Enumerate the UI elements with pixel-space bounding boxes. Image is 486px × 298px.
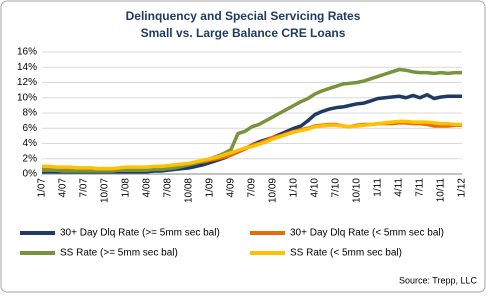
source-note: Source: Trepp, LLC [399,275,478,285]
legend-label: 30+ Day Dlq Rate (< 5mm sec bal) [290,228,444,239]
y-tick-label: 0% [23,169,38,180]
y-tick-label: 8% [23,108,38,119]
y-tick-label: 10% [17,92,37,103]
series-line [42,67,462,173]
chart-subtitle: Small vs. Large Balance CRE Loans [141,26,346,40]
x-tick-label: 1/11 [373,178,384,197]
x-tick-label: 1/09 [205,178,216,198]
x-tick-label: 7/07 [79,178,90,198]
x-tick-label: 1/12 [457,178,468,198]
chart-title: Delinquency and Special Servicing Rates [126,9,361,23]
x-tick-label: 4/11 [394,178,405,197]
x-tick-label: 7/11 [415,178,426,197]
y-tick-label: 16% [17,47,37,58]
x-tick-label: 4/09 [226,178,237,198]
x-tick-label: 1/08 [121,178,132,198]
x-tick-label: 4/07 [58,178,69,198]
x-tick-label: 1/07 [37,178,48,198]
x-tick-label: 1/10 [289,178,300,198]
y-tick-label: 12% [17,77,37,88]
x-tick-label: 4/08 [142,178,153,198]
x-tick-label: 10/07 [100,178,111,203]
x-tick-label: 10/10 [352,178,363,203]
legend-label: SS Rate (< 5mm sec bal) [290,248,402,259]
legend-label: SS Rate (>= 5mm sec bal) [60,248,178,259]
x-tick-label: 7/09 [247,178,258,198]
y-tick-label: 2% [23,153,38,164]
x-tick-label: 7/10 [331,178,342,198]
x-tick-label: 10/08 [184,178,195,203]
y-tick-label: 6% [23,123,38,134]
x-tick-label: 10/09 [268,178,279,203]
legend-label: 30+ Day Dlq Rate (>= 5mm sec bal) [60,228,220,239]
y-tick-label: 4% [23,138,38,149]
series-line [42,119,462,171]
x-tick-label: 4/10 [310,178,321,198]
x-tick-label: 10/11 [436,178,447,203]
x-tick-label: 7/08 [163,178,174,198]
y-tick-label: 14% [17,62,37,73]
